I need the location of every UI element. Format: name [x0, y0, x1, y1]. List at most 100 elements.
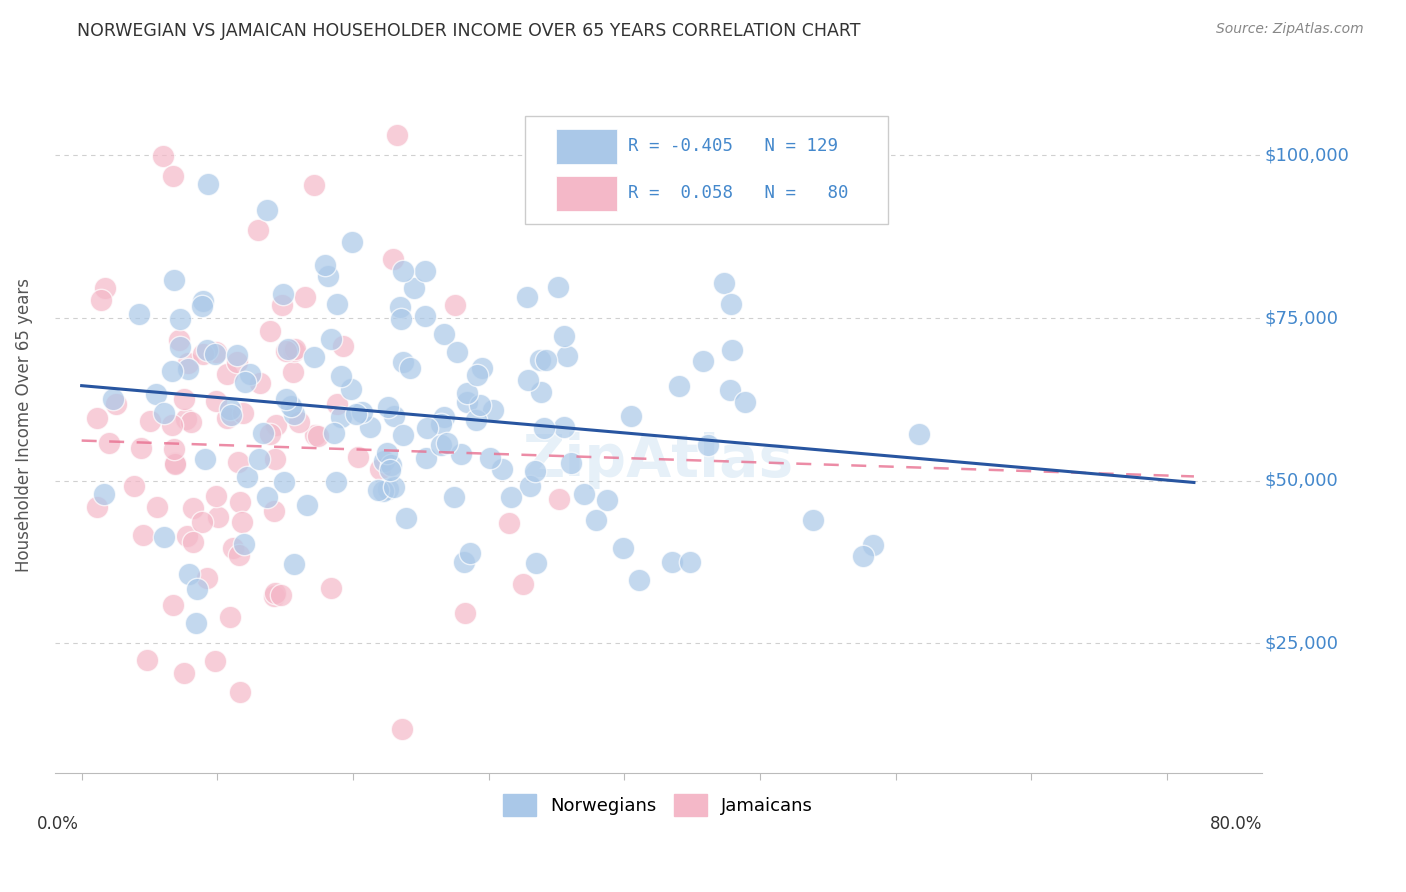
- Point: [555, 349, 578, 363]
- Point: [105, 396, 128, 410]
- Point: [381, 252, 404, 266]
- Text: ZipAtlas: ZipAtlas: [523, 432, 794, 489]
- Point: [512, 576, 534, 591]
- Point: [86, 411, 108, 425]
- Point: [399, 360, 422, 375]
- Point: [259, 324, 281, 338]
- Text: R =  0.058   N =   80: R = 0.058 N = 80: [628, 184, 848, 202]
- Point: [195, 343, 218, 357]
- Point: [283, 343, 305, 358]
- Point: [436, 436, 458, 450]
- Point: [174, 412, 197, 426]
- Point: [162, 599, 184, 613]
- Point: [375, 445, 398, 459]
- Point: [302, 178, 325, 192]
- Point: [453, 555, 475, 569]
- FancyBboxPatch shape: [555, 128, 617, 163]
- Point: [191, 299, 214, 313]
- Point: [169, 340, 191, 354]
- Point: [620, 409, 643, 423]
- Point: [415, 451, 437, 466]
- Point: [131, 528, 153, 542]
- Point: [146, 500, 169, 515]
- Point: [367, 483, 389, 498]
- Point: [464, 413, 486, 427]
- Point: [391, 428, 413, 442]
- Point: [197, 177, 219, 191]
- Point: [239, 367, 262, 381]
- Point: [395, 511, 418, 525]
- Point: [389, 312, 412, 326]
- Point: [98, 436, 121, 450]
- Point: [908, 426, 931, 441]
- Point: [697, 438, 720, 452]
- Point: [377, 482, 399, 496]
- Point: [247, 452, 270, 467]
- Point: [247, 223, 270, 237]
- Point: [276, 392, 298, 406]
- Point: [415, 420, 437, 434]
- Point: [413, 309, 436, 323]
- Text: R = -0.405   N = 129: R = -0.405 N = 129: [628, 137, 838, 155]
- Point: [236, 470, 259, 484]
- Text: $25,000: $25,000: [1264, 634, 1339, 652]
- Point: [553, 420, 575, 434]
- Point: [530, 384, 553, 399]
- Point: [263, 589, 285, 603]
- Point: [86, 500, 108, 515]
- Point: [184, 615, 207, 630]
- Point: [433, 326, 456, 341]
- Point: [304, 428, 326, 442]
- Point: [389, 301, 412, 315]
- Point: [456, 394, 478, 409]
- Point: [180, 415, 202, 429]
- Point: [90, 293, 112, 308]
- Point: [207, 510, 229, 524]
- Point: [169, 312, 191, 326]
- Point: [94, 281, 117, 295]
- Point: [801, 513, 824, 527]
- Point: [165, 457, 187, 471]
- Point: [392, 355, 415, 369]
- Point: [371, 483, 394, 498]
- Point: [359, 419, 381, 434]
- Point: [468, 398, 491, 412]
- Point: [256, 203, 278, 218]
- Point: [263, 451, 285, 466]
- Point: [516, 290, 538, 304]
- Point: [720, 297, 742, 311]
- Y-axis label: Householder Income Over 65 years: Householder Income Over 65 years: [15, 278, 32, 573]
- Point: [176, 356, 198, 370]
- Point: [181, 500, 204, 515]
- Point: [370, 462, 392, 476]
- Point: [152, 149, 174, 163]
- Point: [524, 464, 547, 478]
- Point: [465, 368, 488, 383]
- Point: [377, 400, 399, 414]
- Point: [456, 386, 478, 401]
- Point: [229, 494, 252, 508]
- Point: [294, 290, 316, 304]
- Point: [307, 429, 329, 443]
- Point: [256, 490, 278, 504]
- Point: [274, 343, 297, 358]
- Point: [139, 414, 162, 428]
- Point: [718, 383, 741, 397]
- FancyBboxPatch shape: [526, 116, 887, 224]
- Point: [233, 375, 256, 389]
- Point: [191, 516, 214, 530]
- Text: $75,000: $75,000: [1264, 309, 1339, 327]
- Point: [259, 427, 281, 442]
- Point: [536, 353, 558, 368]
- Point: [612, 541, 634, 556]
- Point: [668, 378, 690, 392]
- Point: [533, 421, 555, 435]
- Point: [430, 438, 453, 452]
- Point: [101, 392, 124, 406]
- Point: [283, 407, 305, 421]
- Point: [222, 541, 245, 555]
- Point: [163, 442, 186, 456]
- Point: [316, 268, 339, 283]
- Point: [218, 609, 240, 624]
- Point: [516, 373, 538, 387]
